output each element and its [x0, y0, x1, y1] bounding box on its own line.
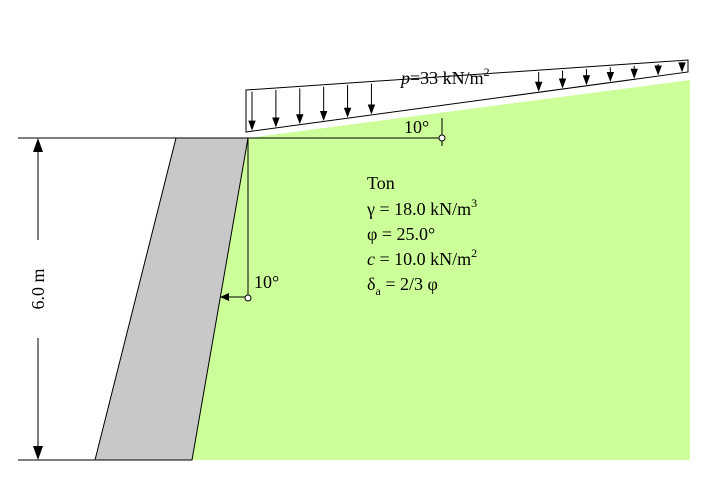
surcharge-exponent: 2 [484, 65, 490, 79]
surcharge-label: p=33 kN/m2 [399, 65, 490, 88]
soil-unit-weight: γ = 18.0 kN/m3 [366, 196, 477, 219]
load-arrow-head [630, 68, 638, 79]
soil-friction-angle: φ = 25.0° [367, 224, 435, 244]
surcharge-symbol: p [399, 68, 410, 88]
height-label: 6.0 m [28, 268, 48, 309]
dimension-arrow-bottom [33, 446, 43, 460]
slope-angle-label: 10° [404, 117, 429, 137]
retaining-wall [94, 137, 249, 461]
gamma-value: = 18.0 kN/m [375, 199, 471, 219]
delta-value: = 2/3 φ [381, 274, 438, 294]
load-arrow-head [343, 107, 352, 118]
load-arrow-head [558, 78, 567, 89]
load-arrow-head [248, 120, 256, 131]
delta-symbol: δ [367, 274, 375, 294]
load-arrow-head [606, 72, 615, 82]
load-arrow-head [319, 110, 328, 121]
slope-angle-pivot [438, 134, 446, 142]
soil-region [190, 80, 690, 460]
delta-subscript: a [375, 284, 381, 298]
load-arrow-head [678, 62, 686, 73]
load-arrows [248, 62, 686, 131]
load-arrow-head [367, 104, 376, 115]
gamma-symbol: γ [366, 199, 375, 219]
wall-angle-label: 10° [254, 272, 279, 292]
surcharge-load-block [245, 59, 689, 133]
soil-wall-friction: δa = 2/3 φ [367, 274, 438, 298]
surcharge-value: =33 kN/m [410, 68, 484, 88]
wall-angle-arrowhead [220, 293, 229, 301]
cohesion-value: = 10.0 kN/m [375, 249, 471, 269]
load-arrow-head [654, 65, 662, 76]
cohesion-exponent: 2 [471, 246, 477, 260]
soil-cohesion: c = 10.0 kN/m2 [367, 246, 477, 269]
cohesion-symbol: c [367, 249, 375, 269]
dimension-arrow-top [33, 138, 43, 152]
load-arrow-head [582, 75, 591, 86]
load-arrow-head [296, 114, 304, 125]
gamma-exponent: 3 [471, 196, 477, 210]
load-arrow-head [534, 81, 543, 92]
soil-name: Ton [367, 173, 395, 193]
wall-angle-pivot [244, 294, 252, 302]
load-arrow-head [272, 117, 280, 128]
